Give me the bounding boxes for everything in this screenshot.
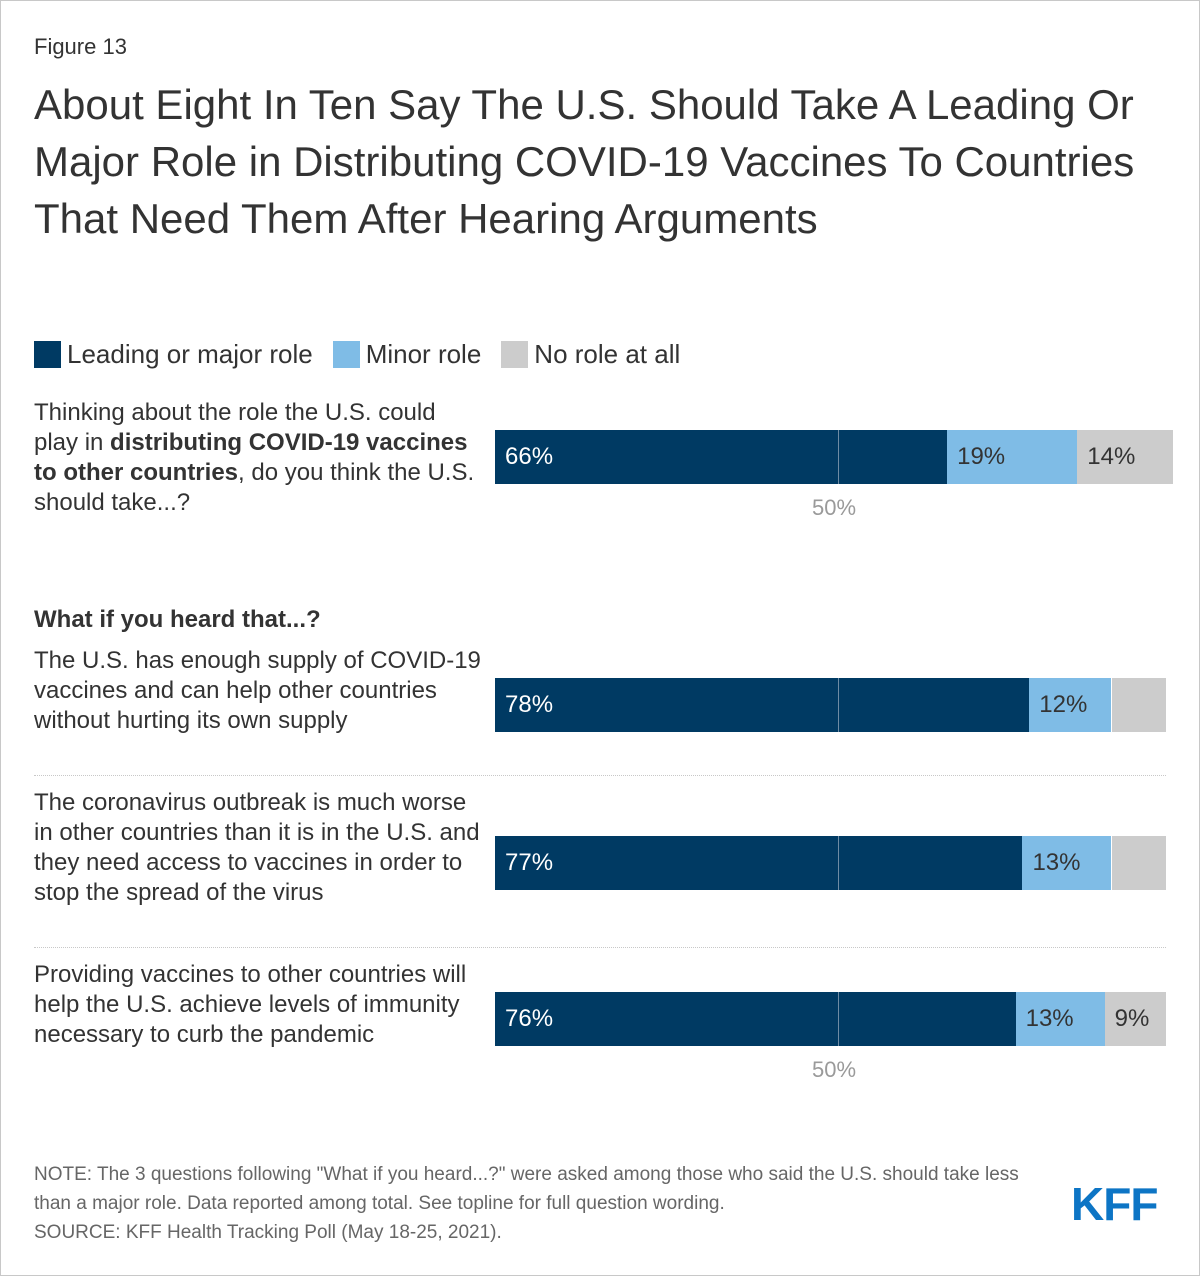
legend-item-minor: Minor role [332, 339, 482, 370]
row-divider [34, 775, 1166, 776]
bar-segment-none [1111, 836, 1167, 890]
statement-3-text: Providing vaccines to other countries wi… [34, 961, 467, 1048]
bar-segment-none [1104, 992, 1167, 1046]
question-1-bold: distributing COVID-19 vaccines to other … [34, 429, 468, 486]
chart-title: About Eight In Ten Say The U.S. Should T… [34, 81, 1135, 242]
legend-label-minor: Minor role [365, 339, 482, 369]
legend: Leading or major role Minor role No role… [34, 339, 700, 370]
statement-2-text: The coronavirus outbreak is much worse i… [34, 789, 480, 906]
reference-line-50 [837, 430, 839, 484]
legend-item-none: No role at all [501, 339, 680, 370]
data-label-minor: 13% [1025, 1005, 1074, 1032]
subheading: What if you heard that...? [34, 606, 321, 633]
source-text: SOURCE: KFF Health Tracking Poll (May 18… [34, 1222, 502, 1243]
legend-swatch-minor [332, 341, 360, 368]
bar-segment-none [1111, 678, 1167, 732]
data-label-minor: 12% [1039, 691, 1088, 718]
figure-label: Figure 13 [34, 34, 127, 59]
question-1-pre: Thinking about the role the U.S. could p… [34, 399, 436, 456]
legend-label-none: No role at all [534, 339, 681, 369]
bar-segment-leading [495, 678, 1030, 732]
data-label-minor: 13% [1032, 849, 1081, 876]
bar-segment-minor [947, 430, 1078, 484]
legend-label-leading: Leading or major role [67, 339, 313, 369]
reference-line-50 [837, 992, 839, 1046]
legend-swatch-leading [34, 341, 61, 368]
bar-segment-none [1077, 430, 1174, 484]
axis-label-50-top: 50% [811, 495, 857, 520]
question-1-post: , do you think the U.S. should take...? [34, 459, 475, 516]
data-label-leading: 76% [505, 1005, 554, 1032]
data-label-leading: 77% [505, 849, 554, 876]
bar-segment-leading [495, 430, 948, 484]
bar-segment-leading [495, 992, 1016, 1046]
legend-swatch-none [501, 341, 529, 368]
bar-segment-minor [1029, 678, 1112, 732]
data-label-leading: 78% [505, 691, 554, 718]
footnote: NOTE: The 3 questions following "What if… [34, 1160, 1034, 1247]
axis-label-50-bottom: 50% [811, 1057, 857, 1082]
data-label-leading: 66% [505, 443, 554, 470]
data-label-none: 9% [1114, 1005, 1150, 1032]
note-text: NOTE: The 3 questions following "What if… [34, 1164, 1019, 1214]
statement-1-text: The U.S. has enough supply of COVID-19 v… [34, 647, 481, 734]
kff-logo: KFF [1071, 1178, 1158, 1230]
row-divider [34, 947, 1166, 948]
data-label-minor: 19% [957, 443, 1006, 470]
bar-segment-leading [495, 836, 1023, 890]
bar-segment-minor [1022, 836, 1112, 890]
bar-segment-minor [1015, 992, 1105, 1046]
reference-line-50 [837, 678, 839, 732]
reference-line-50 [837, 836, 839, 890]
data-label-none: 14% [1087, 443, 1136, 470]
question-1-text: Thinking about the role the U.S. could p… [34, 398, 484, 518]
legend-item-leading: Leading or major role [34, 339, 313, 370]
